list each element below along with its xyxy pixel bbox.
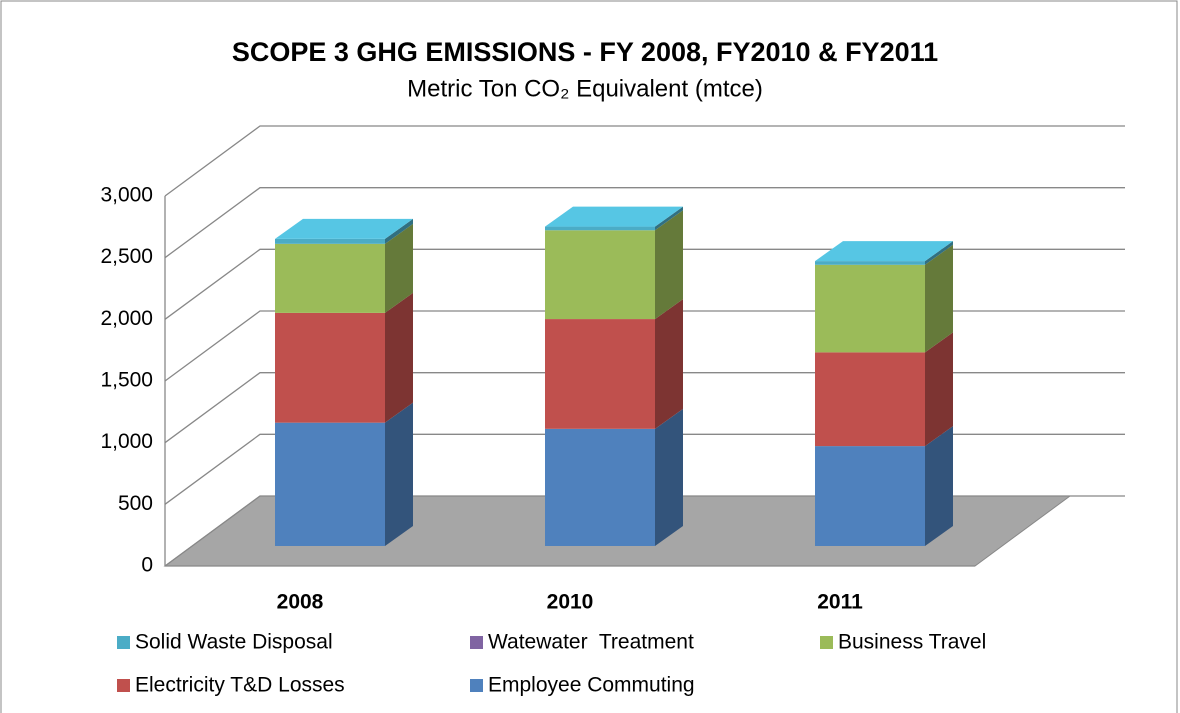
y-tick-label: 500 (118, 492, 153, 515)
bar-side (385, 223, 413, 313)
legend-label: Business Travel (838, 631, 986, 654)
chart-title: SCOPE 3 GHG EMISSIONS - FY 2008, FY2010 … (232, 37, 938, 67)
x-tick-label: 2010 (547, 591, 594, 614)
bar-side (925, 241, 953, 265)
grid-line (164, 125, 1125, 197)
legend-label: Employee Commuting (488, 674, 695, 697)
bar-side (655, 206, 683, 231)
legend-swatch (820, 636, 833, 649)
grid-line (164, 187, 1125, 259)
y-tick-label: 1,000 (100, 430, 153, 453)
bar-side (385, 218, 413, 244)
bar-segment (275, 422, 385, 546)
bar-side (385, 402, 413, 546)
legend-label: Electricity T&D Losses (135, 674, 345, 697)
bar-side (655, 299, 683, 429)
bar-side (655, 408, 683, 546)
bar-side (925, 244, 953, 353)
bar-segment (815, 446, 925, 546)
y-tick-label: 1,500 (100, 369, 153, 392)
legend-swatch (470, 679, 483, 692)
bar-side (925, 426, 953, 546)
legend-swatch (470, 636, 483, 649)
bar-segment (545, 319, 655, 429)
x-tick-label: 2008 (277, 591, 324, 614)
y-tick-label: 0 (141, 554, 153, 577)
bar-side (925, 332, 953, 447)
bar-segment (815, 264, 925, 353)
bar-segment (545, 226, 655, 231)
y-tick-label: 2,000 (100, 307, 153, 330)
bar-top (545, 206, 683, 227)
legend-label: Watewater Treatment (488, 631, 694, 654)
bar-side (655, 210, 683, 320)
y-tick-label: 2,500 (100, 245, 153, 268)
bar-segment (545, 428, 655, 546)
bar-segment (815, 261, 925, 265)
bar-segment (275, 312, 385, 423)
bar-top (275, 218, 413, 239)
bar-segment (815, 352, 925, 447)
bar-segment (545, 230, 655, 320)
bar-segment (275, 238, 385, 244)
legend-swatch (117, 636, 130, 649)
y-tick-label: 3,000 (100, 184, 153, 207)
bar-side (385, 292, 413, 423)
bar-top (815, 241, 953, 262)
x-tick-label: 2011 (817, 591, 863, 614)
legend-label: Solid Waste Disposal (135, 631, 333, 654)
chart-subtitle: Metric Ton CO₂ Equivalent (mtce) (407, 75, 763, 102)
bar-segment (275, 243, 385, 313)
legend-swatch (117, 679, 130, 692)
